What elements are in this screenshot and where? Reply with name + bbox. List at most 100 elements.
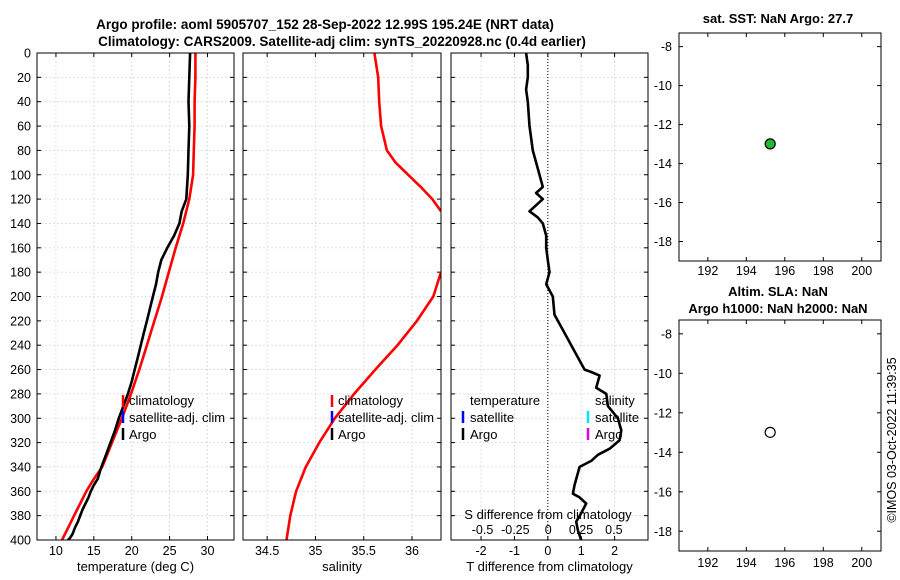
series-line-argo [66,53,192,540]
s-diff-tick-label: -0.5 [472,523,494,537]
depth-tick-label: 400 [10,534,31,548]
sla-map-panel: -8 -10 -12 -14 -16 -18 192 194 196 198 200 [654,319,882,570]
x-tick-label: 25 [163,544,177,558]
x-axis-label: temperature (deg C) [77,559,194,574]
y-tick-label: -16 [654,196,672,210]
legend-climatology-label: climatology [129,393,195,408]
header-line-1: Argo profile: aoml 5905707_152 28-Sep-20… [96,17,554,32]
x-tick-label: 36 [405,544,419,558]
y-tick-label: -8 [661,40,672,54]
legend-satellite-label: satellite-adj. clim [338,410,434,425]
x-tick-label: 192 [697,264,718,278]
depth-tick-label: 140 [10,217,31,231]
depth-tick-label: 220 [10,314,31,328]
difference-legend: temperature satellite Argo salinity sate… [461,393,639,442]
x-tick-label: 30 [201,544,215,558]
x-axis-label: T difference from climatology [466,559,633,574]
depth-tick-label: 200 [10,290,31,304]
series-line-climatology-lower- [285,271,441,540]
series-line-argo-t-diff [524,53,623,540]
depth-tick-label: 120 [10,193,31,207]
depth-tick-label: 160 [10,241,31,255]
x-tick-label: 198 [813,556,834,570]
depth-axis: 0 20 40 60 80 100 120 140 160 180 200 220 240 260 280 3… [10,47,31,548]
depth-tick-label: 40 [17,95,31,109]
x-tick-label: -2 [475,544,486,558]
x-tick-label: 2 [611,544,618,558]
x-tick-label: -1 [509,544,520,558]
legend-salinity-heading: salinity [595,393,635,408]
legend-argo-label: Argo [129,427,156,442]
x-tick-label: 20 [125,544,139,558]
depth-tick-label: 20 [17,71,31,85]
y-tick-label: -8 [661,327,672,341]
y-tick-label: -18 [654,525,672,539]
x-tick-label: 198 [813,264,834,278]
legend-satellite-label: satellite-adj. clim [129,410,225,425]
x-axis-label: salinity [322,559,362,574]
plot-frame [242,52,442,541]
x-tick-label: 1 [578,544,585,558]
sla-map-subtitle: Argo h1000: NaN h2000: NaN [688,301,867,316]
y-tick-label: -16 [654,485,672,499]
x-tick-label: 194 [736,264,757,278]
s-diff-tick-label: 0.25 [569,523,593,537]
depth-tick-label: 100 [10,168,31,182]
y-tick-label: -12 [654,406,672,420]
depth-tick-label: 60 [17,120,31,134]
depth-tick-label: 240 [10,339,31,353]
x-tick-label: 0 [544,544,551,558]
sst-map-title: sat. SST: NaN Argo: 27.7 [703,11,854,26]
profile-location-marker [764,138,776,150]
x-tick-label: 194 [736,556,757,570]
legend-t-satellite-label: satellite [470,410,514,425]
y-tick-label: -14 [654,157,672,171]
x-tick-label: 196 [774,556,795,570]
depth-tick-label: 300 [10,412,31,426]
depth-tick-label: 0 [24,47,31,61]
s-diff-tick-label: 0.5 [605,523,622,537]
x-tick-label: 35.5 [352,544,376,558]
y-tick-label: -18 [654,235,672,249]
depth-tick-label: 180 [10,266,31,280]
y-tick-label: -14 [654,446,672,460]
x-tick-label: 34.5 [255,544,279,558]
timestamp-watermark: ©IMOS 03-Oct-2022 11:39:35 [885,357,899,522]
salinity-legend: climatology satellite-adj. clim Argo [330,393,434,442]
plot-frame [36,52,235,541]
y-tick-label: -12 [654,118,672,132]
x-tick-label: 15 [87,544,101,558]
x-tick-label: 192 [697,556,718,570]
y-tick-label: -10 [654,367,672,381]
x-tick-label: 35 [308,544,322,558]
temperature-panel: 10 15 20 25 30 temperature (deg C) [36,52,235,574]
sla-map-title: Altim. SLA: NaN [728,284,828,299]
legend-s-argo-label: Argo [595,427,622,442]
legend-climatology-label: climatology [338,393,404,408]
depth-tick-label: 380 [10,509,31,523]
map-frame [678,32,882,262]
series-line-climatology-upper- [373,53,441,213]
depth-tick-label: 260 [10,363,31,377]
depth-tick-label: 360 [10,485,31,499]
temperature-legend: climatology satellite-adj. clim Argo [121,393,225,442]
legend-argo-label: Argo [338,427,365,442]
y-tick-label: -10 [654,79,672,93]
depth-tick-label: 340 [10,460,31,474]
depth-tick-label: 320 [10,436,31,450]
header-line-2: Climatology: CARS2009. Satellite-adj cli… [98,34,586,49]
x-tick-label: 10 [49,544,63,558]
map-frame [678,319,882,552]
profile-location-marker [764,426,776,438]
depth-tick-label: 80 [17,144,31,158]
s-difference-axis-label: S difference from climatology [464,507,632,522]
legend-t-argo-label: Argo [470,427,497,442]
legend-temperature-heading: temperature [470,393,540,408]
s-diff-tick-label: -0.25 [501,523,530,537]
t-difference-panel: -2 -1 0 1 2 -0.5 -0.25 0 0.25 0.5 T difference fro… [450,52,649,574]
legend-s-satellite-label: satellite [595,410,639,425]
plot-frame [450,52,649,541]
x-tick-label: 200 [851,264,872,278]
salinity-panel: 34.5 35 35.5 36 salinity [242,52,442,574]
